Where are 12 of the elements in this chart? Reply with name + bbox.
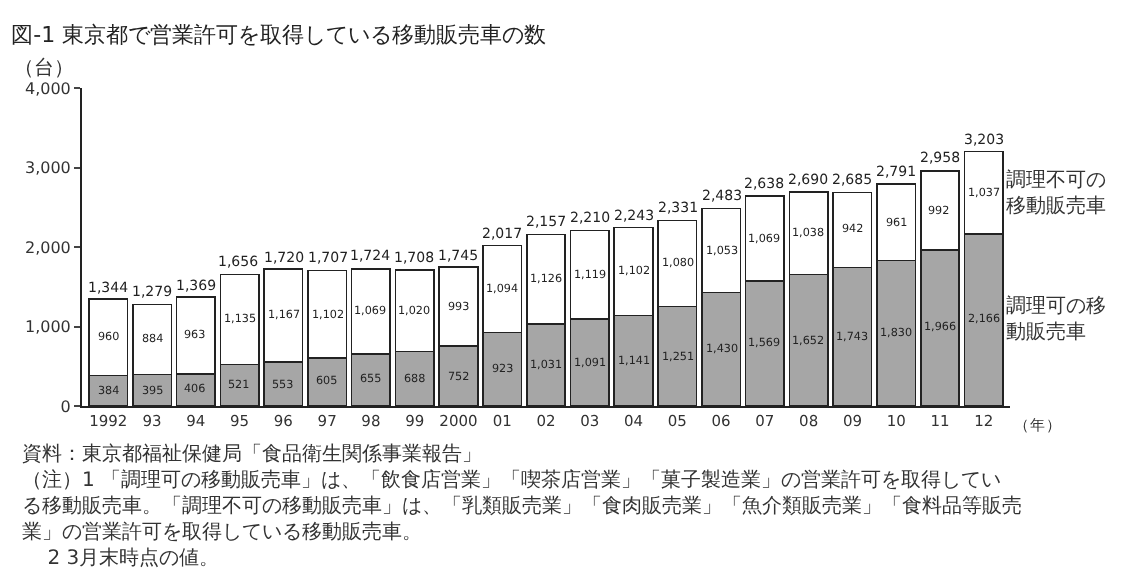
text: 資料：東京都福祉保健局「食品衛生関係事業報告」 (22, 442, 482, 466)
y-tick-label: 4,000 (24, 79, 71, 98)
text: （注）1 「調理可の移動販売車」は、「飲食店営業」「喫茶店営業」「菓子製造業」の営業許可を取得している移動販売車。「調理不可の移動販売車」は、「乳類販売業」「食肉販売業」「魚介類販売業」「食料品等販売業」の営業許可を取得している移動販売車。 (22, 468, 1022, 544)
series-label: 調理不可の移動販売車 (1006, 168, 1106, 218)
y-tick-label: 3,000 (24, 159, 71, 178)
y-tick-label: 0 (60, 397, 71, 416)
series-label: 調理可の移動販売車 (1006, 294, 1106, 344)
y-tick-label: 1,000 (24, 318, 71, 337)
text: 2 3月末時点の値。 (22, 546, 220, 570)
y-tick-label: 2,000 (24, 238, 71, 257)
chart-title: 図-1 東京都で営業許可を取得している移動販売車の数 (11, 21, 547, 48)
y-axis-title: （台） (14, 56, 74, 80)
